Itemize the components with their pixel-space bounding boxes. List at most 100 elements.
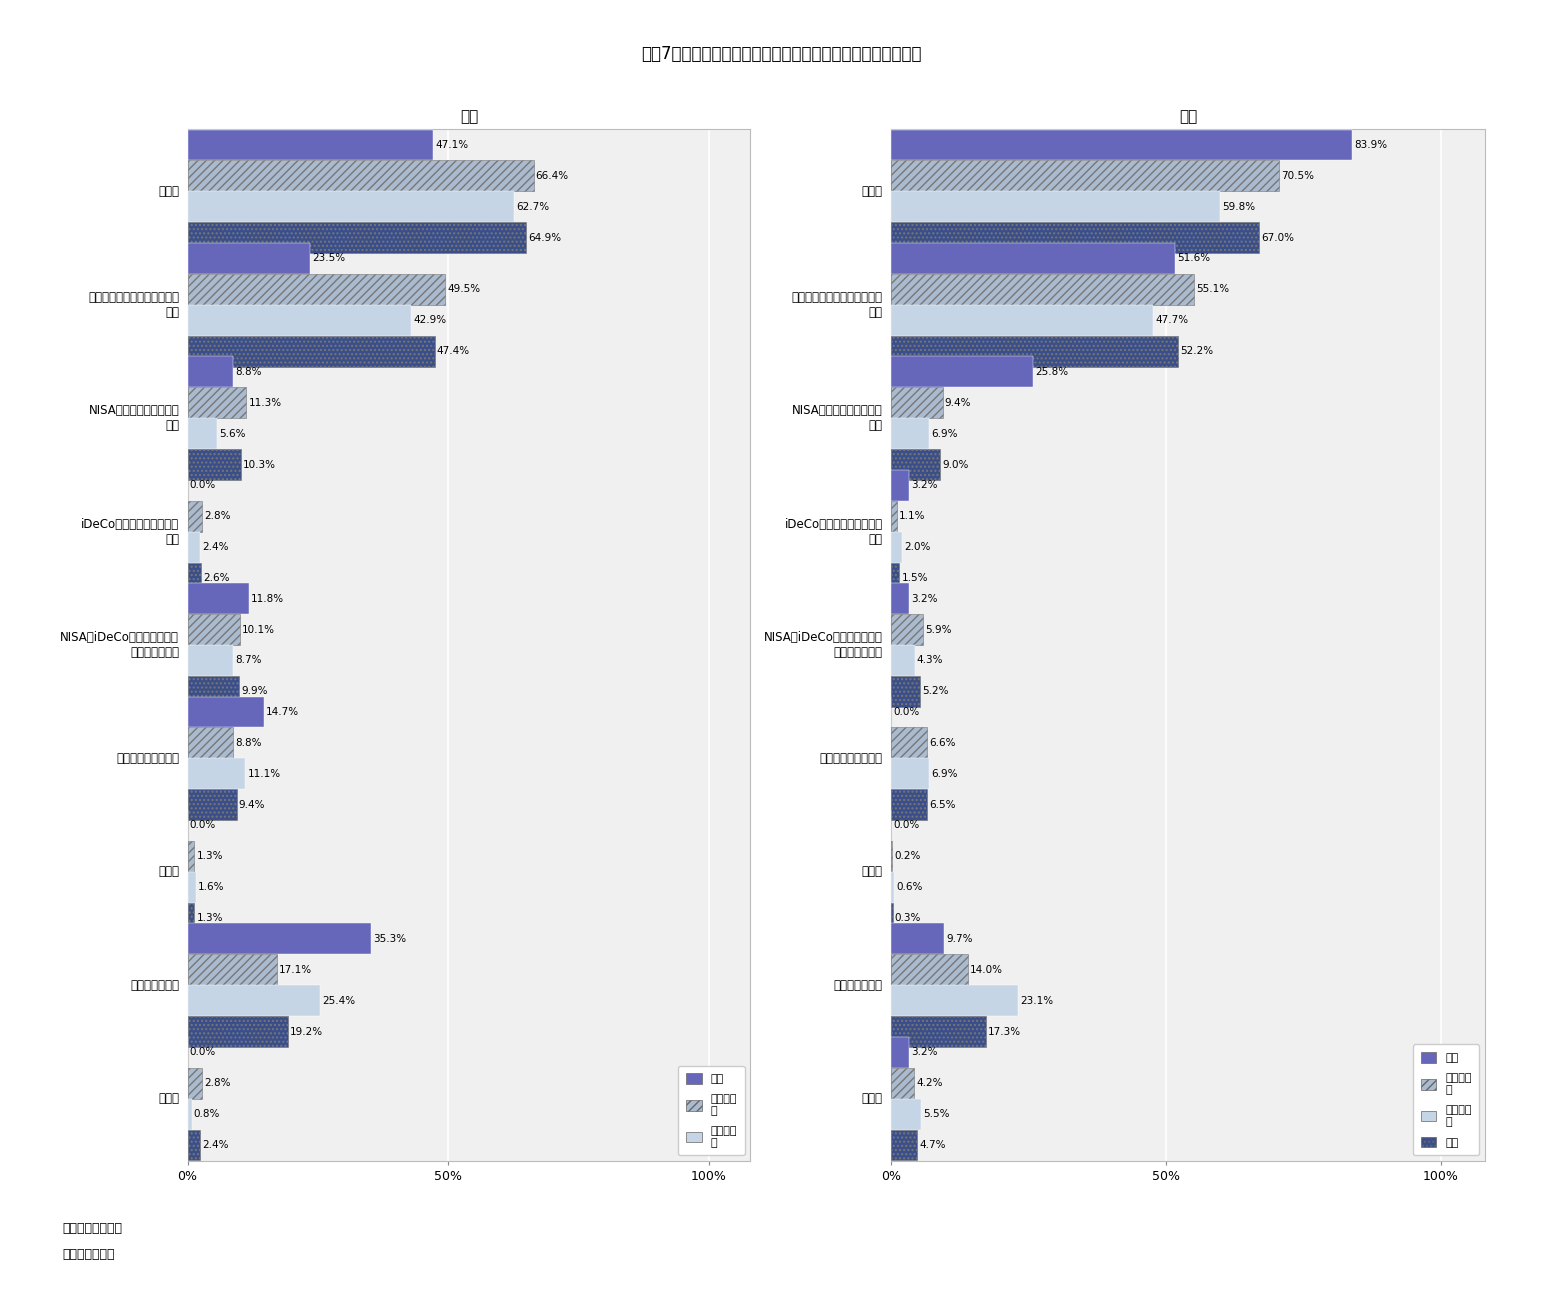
Text: 49.5%: 49.5% bbox=[447, 284, 481, 294]
Bar bbox=[188, 449, 241, 480]
Bar bbox=[188, 1130, 200, 1161]
Bar bbox=[891, 924, 944, 955]
Text: 11.3%: 11.3% bbox=[249, 397, 281, 408]
Bar bbox=[891, 789, 927, 820]
Text: 9.4%: 9.4% bbox=[239, 800, 266, 810]
Bar bbox=[188, 614, 241, 645]
Text: 42.9%: 42.9% bbox=[413, 315, 447, 325]
Bar bbox=[188, 924, 372, 955]
Text: 14.0%: 14.0% bbox=[971, 965, 1003, 975]
Text: 6.9%: 6.9% bbox=[932, 428, 958, 439]
Text: 59.8%: 59.8% bbox=[1222, 201, 1255, 212]
Bar bbox=[891, 986, 1018, 1017]
Text: 10.3%: 10.3% bbox=[244, 459, 277, 470]
Bar bbox=[891, 903, 892, 934]
Bar bbox=[891, 614, 924, 645]
Bar bbox=[188, 273, 445, 304]
Bar bbox=[188, 562, 202, 593]
Text: 23.1%: 23.1% bbox=[1021, 996, 1053, 1006]
Bar bbox=[891, 759, 928, 789]
Bar bbox=[891, 449, 941, 480]
Text: 25.8%: 25.8% bbox=[1035, 366, 1068, 377]
Text: 3.2%: 3.2% bbox=[911, 480, 938, 490]
Bar bbox=[188, 531, 200, 562]
Text: 0.0%: 0.0% bbox=[189, 1047, 216, 1058]
Text: 9.7%: 9.7% bbox=[947, 934, 972, 944]
Bar bbox=[891, 728, 927, 759]
Text: 35.3%: 35.3% bbox=[374, 934, 406, 944]
Text: 5.9%: 5.9% bbox=[925, 624, 952, 635]
Bar bbox=[188, 1068, 202, 1099]
Text: 1.3%: 1.3% bbox=[197, 851, 224, 862]
Legend: 未婚, 配偶者あ
り, 離別・死
別, 全体: 未婚, 配偶者あ り, 離別・死 別, 全体 bbox=[1413, 1045, 1479, 1156]
Text: 1.6%: 1.6% bbox=[199, 882, 225, 893]
Text: 8.7%: 8.7% bbox=[234, 655, 261, 666]
Bar bbox=[891, 243, 1175, 273]
Text: 8.8%: 8.8% bbox=[236, 366, 263, 377]
Bar bbox=[188, 335, 435, 366]
Text: 17.1%: 17.1% bbox=[278, 965, 313, 975]
Text: 0.8%: 0.8% bbox=[194, 1109, 220, 1120]
Text: 0.3%: 0.3% bbox=[894, 913, 921, 924]
Text: 1.1%: 1.1% bbox=[899, 511, 925, 521]
Bar bbox=[188, 955, 277, 986]
Bar bbox=[188, 872, 195, 903]
Bar bbox=[891, 387, 942, 418]
Text: 6.6%: 6.6% bbox=[930, 738, 957, 748]
Bar bbox=[188, 1099, 192, 1130]
Bar bbox=[188, 501, 202, 531]
Text: 4.2%: 4.2% bbox=[916, 1078, 942, 1089]
Text: （備考１）同上。: （備考１）同上。 bbox=[63, 1222, 122, 1235]
Text: 23.5%: 23.5% bbox=[313, 253, 345, 263]
Text: 6.9%: 6.9% bbox=[932, 769, 958, 779]
Text: 2.6%: 2.6% bbox=[203, 573, 230, 583]
Text: 19.2%: 19.2% bbox=[289, 1027, 324, 1037]
Text: 4.3%: 4.3% bbox=[917, 655, 942, 666]
Bar bbox=[188, 304, 411, 335]
Bar bbox=[891, 676, 919, 707]
Bar bbox=[891, 1099, 921, 1130]
Bar bbox=[188, 418, 217, 449]
Text: 14.7%: 14.7% bbox=[266, 707, 300, 717]
Bar bbox=[188, 222, 525, 253]
Bar bbox=[891, 222, 1260, 253]
Text: 5.6%: 5.6% bbox=[219, 428, 245, 439]
Bar bbox=[188, 1017, 288, 1047]
Text: 4.7%: 4.7% bbox=[919, 1140, 946, 1149]
Text: 66.4%: 66.4% bbox=[536, 170, 569, 181]
Bar bbox=[891, 1017, 986, 1047]
Bar bbox=[891, 645, 914, 676]
Bar bbox=[188, 697, 264, 728]
Text: 25.4%: 25.4% bbox=[322, 996, 355, 1006]
Bar bbox=[891, 418, 928, 449]
Bar bbox=[891, 1037, 908, 1068]
Text: 3.2%: 3.2% bbox=[911, 593, 938, 604]
Bar bbox=[188, 243, 309, 273]
Text: 5.2%: 5.2% bbox=[922, 686, 949, 697]
Bar bbox=[891, 304, 1153, 335]
Bar bbox=[188, 191, 514, 222]
Bar bbox=[188, 728, 233, 759]
Bar bbox=[188, 759, 245, 789]
Text: 1.5%: 1.5% bbox=[902, 573, 928, 583]
Bar bbox=[188, 160, 533, 191]
Text: 0.0%: 0.0% bbox=[892, 707, 919, 717]
Bar bbox=[188, 387, 247, 418]
Text: 51.6%: 51.6% bbox=[1177, 253, 1210, 263]
Bar bbox=[891, 955, 967, 986]
Bar bbox=[891, 501, 897, 531]
Text: 0.0%: 0.0% bbox=[892, 820, 919, 831]
Text: 2.0%: 2.0% bbox=[903, 542, 930, 552]
Bar bbox=[891, 1130, 917, 1161]
Text: 9.4%: 9.4% bbox=[944, 397, 971, 408]
Bar bbox=[891, 562, 899, 593]
Text: 2.4%: 2.4% bbox=[202, 1140, 228, 1149]
Text: 67.0%: 67.0% bbox=[1261, 232, 1294, 243]
Bar bbox=[891, 129, 1352, 160]
Text: 64.9%: 64.9% bbox=[528, 232, 561, 243]
Bar bbox=[188, 129, 433, 160]
Text: 2.4%: 2.4% bbox=[202, 542, 228, 552]
Bar bbox=[188, 676, 239, 707]
Bar bbox=[891, 583, 908, 614]
Text: 図袄7　高齢者が老後の生活資金の備えとして行っていること: 図袄7 高齢者が老後の生活資金の備えとして行っていること bbox=[641, 45, 922, 63]
